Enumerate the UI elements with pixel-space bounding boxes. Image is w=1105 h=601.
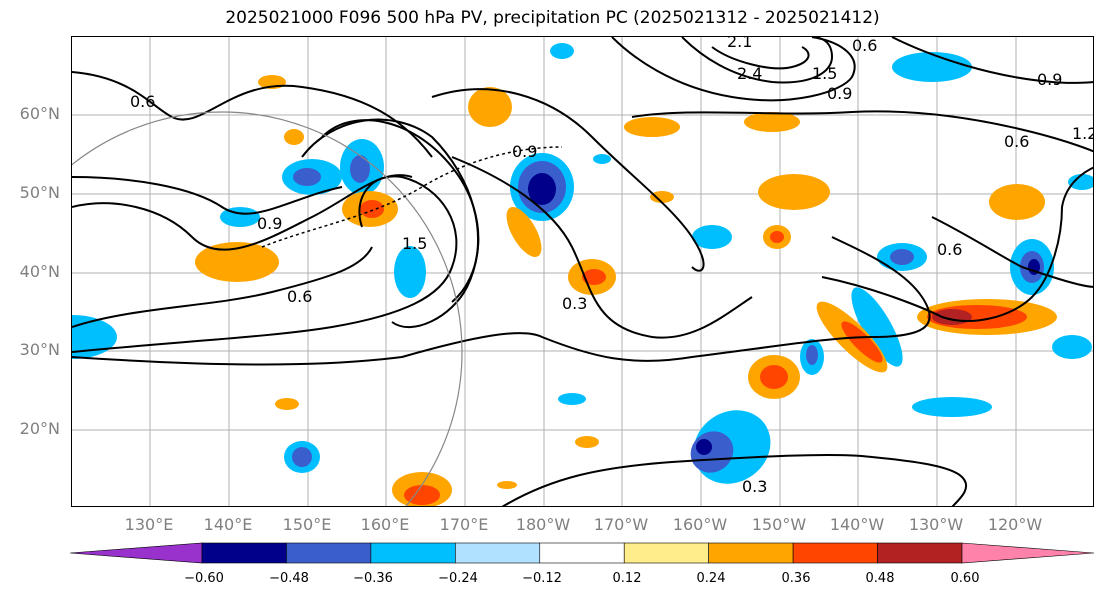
colorbar-tick-label: 0.48 bbox=[865, 571, 895, 586]
contour-label: 2.1 bbox=[727, 37, 752, 51]
lon-label: 160°W bbox=[672, 515, 728, 534]
colorbar-swatch bbox=[70, 542, 203, 564]
lon-label: 150°W bbox=[751, 515, 807, 534]
colorbar-swatch bbox=[961, 542, 1095, 564]
colorbar-swatch bbox=[539, 542, 625, 564]
lat-label: 40°N bbox=[19, 262, 60, 281]
lon-label: 130°W bbox=[908, 515, 964, 534]
map-title: 2025021000 F096 500 hPa PV, precipitatio… bbox=[225, 8, 880, 28]
colorbar-tick-label: 0.36 bbox=[781, 571, 811, 586]
contour-label: 2.4 bbox=[737, 64, 762, 83]
range-circle bbox=[72, 111, 463, 506]
contour-label-group: 0.6 0.9 1.5 0.6 0.9 0.3 2.4 2.1 1.5 0.9 … bbox=[130, 37, 1094, 496]
lat-label: 30°N bbox=[19, 340, 60, 359]
colorbar-tick-label: −0.60 bbox=[184, 571, 224, 586]
contour-label: 0.9 bbox=[1037, 70, 1062, 89]
colorbar-tick-label: 0.60 bbox=[950, 571, 980, 586]
map-panel: 0.6 0.9 1.5 0.6 0.9 0.3 2.4 2.1 1.5 0.9 … bbox=[71, 36, 1094, 507]
colorbar bbox=[70, 542, 1095, 564]
colorbar-swatch bbox=[792, 542, 878, 564]
lon-label: 160°E bbox=[360, 515, 410, 534]
contour-label: 1.2 bbox=[1072, 124, 1094, 143]
colorbar-swatch bbox=[455, 542, 541, 564]
lon-label: 170°E bbox=[439, 515, 489, 534]
lon-label: 130°E bbox=[124, 515, 174, 534]
lat-label: 20°N bbox=[19, 419, 60, 438]
lon-label: 140°E bbox=[203, 515, 253, 534]
colorbar-tick-label: −0.48 bbox=[269, 571, 309, 586]
precip-negative bbox=[72, 43, 1093, 484]
contour-label: 0.3 bbox=[742, 477, 767, 496]
contour-label: 0.6 bbox=[852, 37, 877, 55]
colorbar-swatch bbox=[623, 542, 709, 564]
contour-label: 0.3 bbox=[562, 294, 587, 313]
lon-label: 150°E bbox=[282, 515, 332, 534]
colorbar-tick-label: 0.12 bbox=[612, 571, 642, 586]
lat-label: 60°N bbox=[19, 104, 60, 123]
lon-label: 140°W bbox=[829, 515, 885, 534]
colorbar-swatch bbox=[201, 542, 287, 564]
contour-label: 0.9 bbox=[512, 142, 537, 161]
contour-label: 0.9 bbox=[257, 214, 282, 233]
contour-label: 1.5 bbox=[812, 64, 837, 83]
colorbar-swatch bbox=[286, 542, 372, 564]
colorbar-swatch bbox=[708, 542, 794, 564]
colorbar-swatch bbox=[370, 542, 456, 564]
colorbar-tick-label: −0.36 bbox=[353, 571, 393, 586]
contour-label: 0.6 bbox=[937, 240, 962, 259]
map-canvas: 0.6 0.9 1.5 0.6 0.9 0.3 2.4 2.1 1.5 0.9 … bbox=[72, 37, 1094, 506]
lon-label: 170°W bbox=[593, 515, 649, 534]
colorbar-swatch bbox=[877, 542, 963, 564]
contour-label: 0.6 bbox=[1004, 132, 1029, 151]
colorbar-tick-label: 0.24 bbox=[696, 571, 726, 586]
lat-label: 50°N bbox=[19, 183, 60, 202]
contour-label: 0.9 bbox=[827, 84, 852, 103]
contour-label: 0.6 bbox=[287, 287, 312, 306]
pv-contours bbox=[72, 37, 1093, 506]
colorbar-tick-label: −0.12 bbox=[522, 571, 562, 586]
lon-label: 180°W bbox=[515, 515, 571, 534]
colorbar-cells bbox=[70, 542, 1095, 564]
contour-label: 1.5 bbox=[402, 234, 427, 253]
track-line bbox=[261, 146, 563, 248]
precip-positive bbox=[195, 75, 1057, 506]
lon-label: 120°W bbox=[987, 515, 1043, 534]
colorbar-tick-label: −0.24 bbox=[438, 571, 478, 586]
contour-label: 0.6 bbox=[130, 92, 155, 111]
